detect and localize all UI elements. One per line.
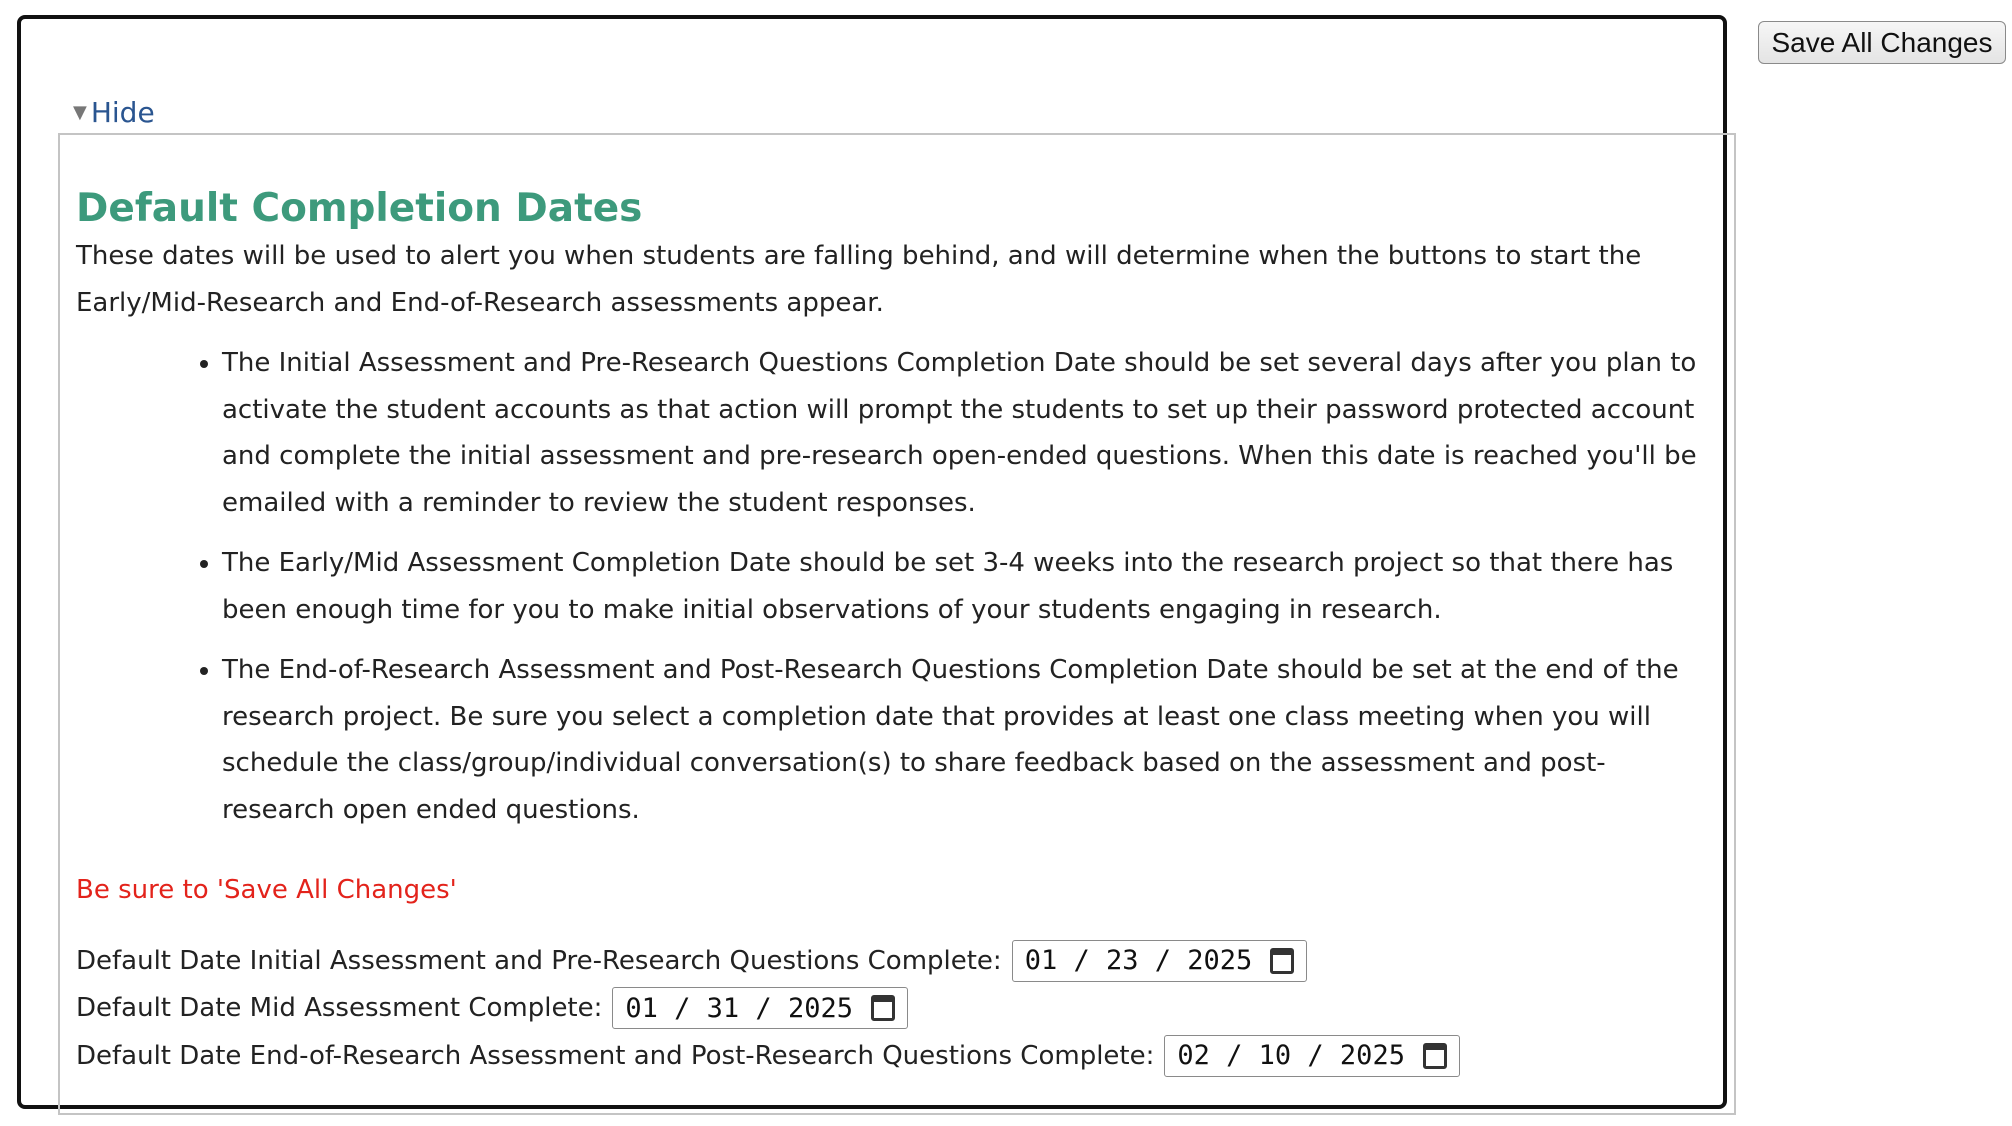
date-row-initial: Default Date Initial Assessment and Pre-… xyxy=(76,937,1718,985)
calendar-icon[interactable] xyxy=(1422,1042,1447,1069)
completion-dates-section: Default Completion Dates These dates wil… xyxy=(58,133,1736,1115)
list-item: The Early/Mid Assessment Completion Date… xyxy=(222,540,1704,633)
triangle-down-icon: ▼ xyxy=(73,102,87,123)
section-title: Default Completion Dates xyxy=(76,186,643,231)
date-value: 01 / 23 / 2025 xyxy=(1024,945,1253,977)
initial-date-input[interactable]: 01 / 23 / 2025 xyxy=(1011,939,1308,982)
save-all-changes-button[interactable]: Save All Changes xyxy=(1758,21,2006,64)
settings-panel: ▼ Hide Default Completion Dates These da… xyxy=(17,15,1736,1115)
hide-label: Hide xyxy=(90,96,155,129)
intro-text: These dates will be used to alert you wh… xyxy=(76,241,1642,318)
date-label: Default Date Initial Assessment and Pre-… xyxy=(76,945,1002,976)
save-warning: Be sure to 'Save All Changes' xyxy=(76,875,457,905)
date-label: Default Date End-of-Research Assessment … xyxy=(76,1040,1155,1071)
calendar-icon[interactable] xyxy=(870,995,895,1022)
calendar-icon[interactable] xyxy=(1270,947,1295,974)
date-row-mid: Default Date Mid Assessment Complete: 01… xyxy=(76,985,1718,1033)
end-date-input[interactable]: 02 / 10 / 2025 xyxy=(1164,1034,1460,1077)
date-label: Default Date Mid Assessment Complete: xyxy=(76,993,603,1024)
guidance-list: The Initial Assessment and Pre-Research … xyxy=(76,340,1704,833)
date-row-end: Default Date End-of-Research Assessment … xyxy=(76,1032,1718,1080)
date-value: 01 / 31 / 2025 xyxy=(625,992,853,1024)
date-value: 02 / 10 / 2025 xyxy=(1177,1040,1405,1072)
list-item: The End-of-Research Assessment and Post-… xyxy=(222,647,1704,833)
mid-date-input[interactable]: 01 / 31 / 2025 xyxy=(612,987,908,1030)
hide-toggle[interactable]: ▼ Hide xyxy=(73,96,155,129)
list-item: The Initial Assessment and Pre-Research … xyxy=(222,340,1704,526)
